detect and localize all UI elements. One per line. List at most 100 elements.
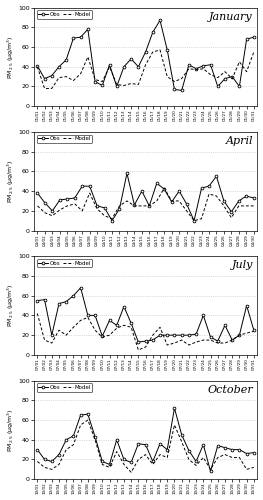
Obs — [115, 84, 118, 89]
Obs — [252, 195, 255, 201]
Obs — [237, 198, 240, 204]
Obs — [151, 458, 154, 464]
Model — [103, 213, 106, 219]
Obs — [66, 196, 69, 202]
Obs — [151, 29, 154, 35]
Legend: Obs, Model: Obs, Model — [37, 259, 92, 268]
Model — [51, 213, 54, 219]
Obs — [43, 296, 46, 302]
Line: Obs: Obs — [36, 19, 255, 92]
Model — [140, 203, 143, 209]
Obs — [231, 337, 234, 343]
Model — [110, 216, 114, 222]
Model — [202, 66, 205, 71]
Obs — [108, 318, 111, 324]
Obs — [173, 405, 176, 411]
Model — [238, 332, 241, 338]
Obs — [36, 298, 39, 304]
Obs — [115, 437, 118, 443]
Model — [158, 47, 161, 53]
Model — [36, 310, 39, 316]
Model — [115, 448, 118, 454]
Obs — [58, 197, 61, 203]
Obs — [195, 458, 198, 464]
Model — [216, 340, 219, 346]
Obs — [95, 203, 99, 209]
Obs — [57, 300, 60, 306]
Model — [187, 66, 190, 71]
Model — [125, 198, 129, 204]
Obs — [36, 63, 39, 69]
Model — [231, 76, 234, 82]
Model — [86, 54, 89, 60]
Obs — [130, 320, 133, 326]
Obs — [133, 202, 136, 208]
Obs — [166, 332, 169, 338]
Model — [72, 324, 75, 330]
Obs — [170, 199, 173, 205]
Obs — [180, 88, 183, 94]
Obs — [81, 183, 84, 189]
Obs — [238, 446, 241, 452]
Obs — [51, 208, 54, 214]
Model — [73, 201, 76, 207]
Legend: Obs, Model: Obs, Model — [37, 134, 92, 143]
Model — [86, 417, 89, 423]
Obs — [252, 327, 255, 333]
Obs — [65, 437, 68, 443]
Model — [185, 208, 188, 214]
Model — [57, 327, 60, 333]
Obs — [238, 332, 241, 338]
Model — [215, 193, 218, 199]
Model — [144, 344, 147, 350]
Obs — [223, 444, 226, 450]
Obs — [222, 198, 225, 204]
Model — [130, 80, 133, 86]
Obs — [72, 35, 75, 41]
Obs — [50, 332, 53, 338]
Obs — [193, 218, 196, 224]
Obs — [187, 448, 190, 454]
Model — [130, 324, 133, 330]
Model — [122, 322, 125, 328]
Model — [144, 452, 147, 458]
Model — [180, 438, 183, 444]
Line: Model: Model — [37, 420, 254, 472]
Model — [178, 198, 181, 204]
Obs — [108, 62, 111, 68]
Model — [93, 327, 97, 333]
Obs — [108, 462, 111, 468]
Obs — [93, 312, 97, 318]
Obs — [158, 440, 161, 446]
Model — [122, 462, 125, 468]
Obs — [88, 183, 91, 189]
Model — [151, 332, 154, 338]
Model — [230, 214, 233, 220]
Model — [115, 82, 118, 87]
Obs — [57, 452, 60, 458]
Obs — [110, 218, 114, 224]
Obs — [166, 47, 169, 53]
Model — [50, 466, 53, 472]
Model — [231, 337, 234, 343]
Obs — [115, 322, 118, 328]
Obs — [130, 460, 133, 466]
Obs — [93, 434, 97, 440]
Model — [231, 454, 234, 460]
Model — [245, 466, 248, 472]
Obs — [195, 66, 198, 71]
Obs — [36, 190, 39, 196]
Obs — [245, 302, 248, 308]
Legend: Obs, Model: Obs, Model — [37, 384, 92, 392]
Model — [187, 342, 190, 348]
Model — [65, 332, 68, 338]
Obs — [122, 456, 125, 462]
Obs — [144, 338, 147, 344]
Model — [195, 462, 198, 468]
Obs — [215, 174, 218, 180]
Model — [115, 325, 118, 331]
Model — [202, 454, 205, 460]
Model — [155, 198, 158, 204]
Legend: Obs, Model: Obs, Model — [37, 10, 92, 18]
Model — [238, 59, 241, 65]
